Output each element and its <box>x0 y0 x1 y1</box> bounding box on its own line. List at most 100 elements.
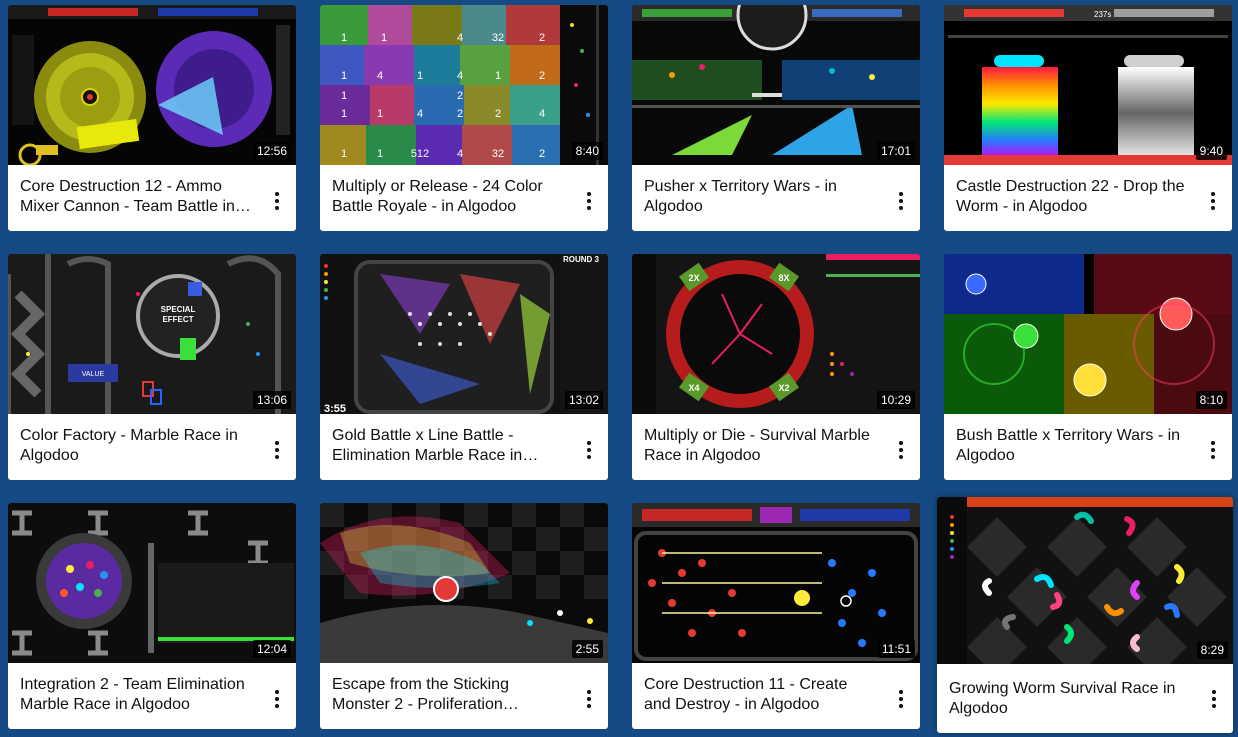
thumbnail-art <box>632 5 920 165</box>
video-title[interactable]: Gold Battle x Line Battle - Elimination … <box>332 427 523 464</box>
video-card-7[interactable]: 2X 8X X4 X2 10:29 Multiply or Die - Surv… <box>632 254 920 480</box>
more-options-icon[interactable] <box>892 687 910 711</box>
thumbnail-art <box>320 503 608 663</box>
video-duration: 12:04 <box>252 640 291 658</box>
video-card-1[interactable]: 12:56 Core Destruction 12 - Ammo Mixer C… <box>8 5 296 231</box>
cell-label: 1 <box>341 108 347 120</box>
video-thumbnail[interactable]: 12:04 <box>8 503 296 663</box>
more-options-icon[interactable] <box>580 189 598 213</box>
more-options-icon[interactable] <box>1204 189 1222 213</box>
video-card-3[interactable]: 17:01 Pusher x Territory Wars - in Algod… <box>632 5 920 231</box>
more-options-icon[interactable] <box>1204 438 1222 462</box>
video-title[interactable]: Growing Worm Survival Race in Algodoo <box>949 680 1176 717</box>
cell-label: 1 <box>495 70 501 82</box>
thumbnail-art <box>8 503 296 663</box>
video-card-9[interactable]: 12:04 Integration 2 - Team Elimination M… <box>8 503 296 729</box>
cell-label: 1 <box>341 70 347 82</box>
cell-label: 4 <box>377 70 383 82</box>
video-thumbnail[interactable]: 1 1 4 32 2 1 4 1 4 1 2 1 1 4 2 2 4 1 2 1 <box>320 5 608 165</box>
video-duration: 13:06 <box>252 391 291 409</box>
video-title[interactable]: Core Destruction 11 - Create and Destroy… <box>644 676 848 713</box>
video-duration: 8:10 <box>1195 391 1227 409</box>
video-duration: 11:51 <box>877 640 915 658</box>
more-options-icon[interactable] <box>892 189 910 213</box>
cell-label: 1 <box>341 32 347 44</box>
cell-label: 4 <box>457 70 463 82</box>
more-options-icon[interactable] <box>892 438 910 462</box>
more-options-icon[interactable] <box>268 438 286 462</box>
cell-label: 32 <box>492 148 504 160</box>
video-title[interactable]: Multiply or Release - 24 Color Battle Ro… <box>332 178 543 215</box>
video-duration: 2:55 <box>571 640 603 658</box>
cell-label: 4 <box>417 108 423 120</box>
video-title[interactable]: Core Destruction 12 - Ammo Mixer Cannon … <box>20 178 235 215</box>
timer-label: 3:55 <box>324 403 346 414</box>
video-card-2[interactable]: 1 1 4 32 2 1 4 1 4 1 2 1 1 4 2 2 4 1 2 1 <box>320 5 608 231</box>
video-card-5[interactable]: SPECIAL EFFECT VALUE 13:06 Color Factory… <box>8 254 296 480</box>
thumbnail-art: ROUND 3 3:55 <box>320 254 608 414</box>
video-thumbnail[interactable]: 12:56 <box>8 5 296 165</box>
cell-label: 1 <box>381 32 387 44</box>
cell-label: 4 <box>457 148 463 160</box>
thumbnail-art: 1 1 4 32 2 1 4 1 4 1 2 1 1 4 2 2 4 1 2 1 <box>320 5 608 165</box>
cell-label: 1 <box>417 70 423 82</box>
video-title[interactable]: Multiply or Die - Survival Marble Race i… <box>644 427 870 464</box>
video-thumbnail[interactable]: 2:55 <box>320 503 608 663</box>
speed-text: 237s <box>1094 10 1111 19</box>
video-title[interactable]: Color Factory - Marble Race in Algodoo <box>20 427 238 464</box>
video-thumbnail[interactable]: 8:10 <box>944 254 1232 414</box>
video-title[interactable]: Integration 2 - Team Elimination Marble … <box>20 676 245 713</box>
mult-label: X2 <box>778 383 789 393</box>
video-thumbnail[interactable]: ROUND 3 3:55 13:02 <box>320 254 608 414</box>
video-title[interactable]: Castle Destruction 22 - Drop the Worm - … <box>956 178 1185 215</box>
cell-label: 1 <box>377 148 383 160</box>
more-options-icon[interactable] <box>268 189 286 213</box>
cell-label: 4 <box>539 108 545 120</box>
video-duration: 9:40 <box>1195 142 1227 160</box>
video-duration: 13:02 <box>564 391 603 409</box>
video-title[interactable]: Pusher x Territory Wars - in Algodoo <box>644 178 837 215</box>
cell-label: 32 <box>492 32 504 44</box>
thumbnail-art <box>944 254 1232 414</box>
round-label: ROUND 3 <box>563 255 600 264</box>
cell-label: 2 <box>539 70 545 82</box>
video-thumbnail[interactable]: SPECIAL EFFECT VALUE 13:06 <box>8 254 296 414</box>
effect-text: EFFECT <box>162 315 193 324</box>
video-thumbnail[interactable]: 8:29 <box>937 497 1233 664</box>
more-options-icon[interactable] <box>268 687 286 711</box>
video-thumbnail[interactable]: 237s 9:40 <box>944 5 1232 165</box>
mult-label: X4 <box>688 383 699 393</box>
cell-label: 2 <box>539 148 545 160</box>
video-duration: 12:56 <box>252 142 291 160</box>
cell-label: 4 <box>457 32 463 44</box>
cell-label: 2 <box>495 108 501 120</box>
video-card-11[interactable]: 11:51 Core Destruction 11 - Create and D… <box>632 503 920 729</box>
video-duration: 8:29 <box>1196 641 1228 659</box>
more-options-icon[interactable] <box>1205 687 1223 711</box>
video-duration: 17:01 <box>876 142 915 160</box>
thumbnail-art: 2X 8X X4 X2 <box>632 254 920 414</box>
cell-label: 1 <box>341 148 347 160</box>
video-card-4[interactable]: 237s 9:40 Castle Destruction 22 - Drop t… <box>944 5 1232 231</box>
thumbnail-art <box>937 497 1233 664</box>
video-thumbnail[interactable]: 11:51 <box>632 503 920 663</box>
value-text: VALUE <box>82 371 105 378</box>
video-card-10[interactable]: 2:55 Escape from the Sticking Monster 2 … <box>320 503 608 729</box>
video-duration: 8:40 <box>571 142 603 160</box>
cell-label: 1 <box>341 90 347 102</box>
video-thumbnail[interactable]: 2X 8X X4 X2 10:29 <box>632 254 920 414</box>
cell-label: 1 <box>377 108 383 120</box>
thumbnail-art: 237s <box>944 5 1232 165</box>
video-title[interactable]: Bush Battle x Territory Wars - in Algodo… <box>956 427 1181 464</box>
video-card-6[interactable]: ROUND 3 3:55 13:02 Gold Battle x Line Ba… <box>320 254 608 480</box>
video-title[interactable]: Escape from the Sticking Monster 2 - Pro… <box>332 676 509 713</box>
thumbnail-art <box>632 503 920 663</box>
cell-label: 2 <box>539 32 545 44</box>
more-options-icon[interactable] <box>580 438 598 462</box>
more-options-icon[interactable] <box>580 687 598 711</box>
thumbnail-art: SPECIAL EFFECT VALUE <box>8 254 296 414</box>
video-card-12[interactable]: 8:29 Growing Worm Survival Race in Algod… <box>937 497 1233 733</box>
cell-label: 512 <box>411 148 429 160</box>
video-thumbnail[interactable]: 17:01 <box>632 5 920 165</box>
video-card-8[interactable]: 8:10 Bush Battle x Territory Wars - in A… <box>944 254 1232 480</box>
